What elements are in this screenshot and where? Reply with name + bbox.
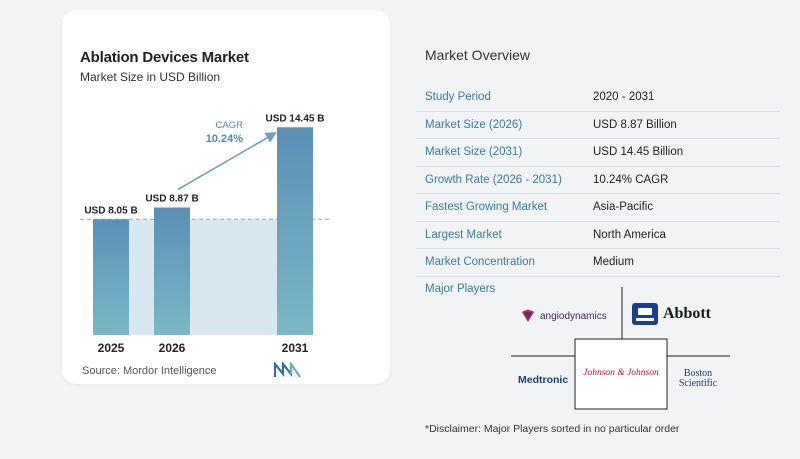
disclaimer-text: *Disclaimer: Major Players sorted in no … bbox=[425, 423, 680, 435]
overview-row-label: Growth Rate (2026 - 2031) bbox=[425, 173, 562, 186]
overview-row: Study Period 2020 - 2031 bbox=[416, 84, 780, 112]
overview-row-value: Medium bbox=[593, 256, 634, 269]
overview-row: Fastest Growing Market Asia-Pacific bbox=[416, 194, 780, 222]
bar-value-label: USD 8.05 B bbox=[84, 205, 137, 216]
bar bbox=[277, 127, 313, 335]
major-players-title: Major Players bbox=[425, 283, 496, 295]
overview-row-label: Largest Market bbox=[425, 228, 502, 241]
overview-row: Market Size (2026) USD 8.87 Billion bbox=[416, 112, 780, 139]
overview-row-value: USD 8.87 Billion bbox=[593, 118, 677, 131]
chart-subtitle: Market Size in USD Billion bbox=[80, 70, 221, 84]
overview-row: Market Concentration Medium bbox=[416, 249, 780, 277]
angiodynamics-logo: angiodynamics bbox=[520, 306, 607, 326]
abbott-logo: Abbott bbox=[632, 300, 711, 328]
angiodynamics-icon bbox=[522, 310, 534, 322]
abbott-icon bbox=[632, 303, 658, 325]
overview-row: Market Size (2031) USD 14.45 Billion bbox=[416, 139, 780, 167]
overview-row-value: USD 14.45 Billion bbox=[593, 146, 684, 159]
cagr-arrow bbox=[177, 132, 277, 191]
medtronic-logo: Medtronic bbox=[518, 374, 569, 386]
market-overview-table: Study Period 2020 - 2031 Market Size (2026… bbox=[416, 84, 780, 277]
overview-row: Largest Market North America bbox=[416, 222, 780, 249]
boston-scientific-logo: Boston Scientific bbox=[678, 368, 718, 389]
overview-row-value: 10.24% CAGR bbox=[593, 173, 669, 186]
bar bbox=[93, 219, 129, 335]
cagr-label: CAGR bbox=[216, 120, 244, 131]
x-tick-label: 2031 bbox=[282, 341, 309, 355]
bar-chart: USD 8.05 B 2025 USD 8.87 B 2026 USD 14.45 B 2… bbox=[80, 113, 330, 355]
overview-row-label: Fastest Growing Market bbox=[425, 201, 548, 214]
bar-value-label: USD 8.87 B bbox=[145, 193, 198, 204]
overview-row-value: North America bbox=[593, 228, 666, 241]
overview-row: Growth Rate (2026 - 2031) 10.24% CAGR bbox=[416, 167, 780, 194]
johnson-johnson-logo: Johnson & Johnson bbox=[583, 368, 659, 378]
overview-row-label: Study Period bbox=[425, 91, 491, 104]
overview-row-label: Market Size (2031) bbox=[425, 146, 523, 159]
x-tick-label: 2026 bbox=[159, 341, 186, 355]
bar bbox=[154, 207, 190, 335]
x-tick-label: 2025 bbox=[98, 341, 125, 355]
overview-row-value: Asia-Pacific bbox=[593, 201, 654, 214]
mordor-intelligence-logo-icon bbox=[274, 362, 301, 378]
cagr-value: 10.24% bbox=[206, 133, 244, 145]
overview-row-label: Market Size (2026) bbox=[425, 118, 523, 131]
overview-row-label: Market Concentration bbox=[425, 256, 535, 269]
chart-title: Ablation Devices Market bbox=[80, 49, 249, 66]
market-overview-title: Market Overview bbox=[425, 47, 531, 63]
source-text: Source: Mordor Intelligence bbox=[82, 365, 217, 377]
overview-row-value: 2020 - 2031 bbox=[593, 91, 655, 104]
bar-value-label: USD 14.45 B bbox=[266, 113, 325, 124]
